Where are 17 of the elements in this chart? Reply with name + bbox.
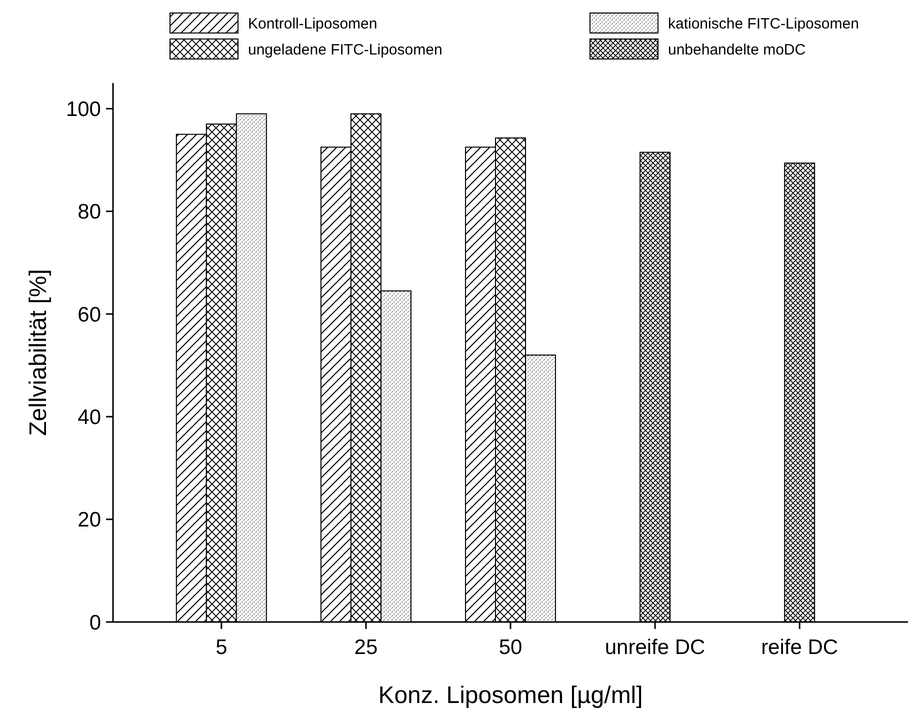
legend-label: Kontroll-Liposomen	[248, 15, 378, 32]
y-tick-label: 0	[89, 611, 101, 634]
x-tick-label: 5	[216, 636, 228, 659]
y-tick-label: 80	[78, 200, 101, 224]
legend-label: kationische FITC-Liposomen	[668, 15, 859, 32]
legend-label: unbehandelte moDC	[668, 41, 806, 58]
legend-label: ungeladene FITC-Liposomen	[248, 41, 442, 58]
x-tick-label: 25	[354, 636, 378, 659]
x-tick-label: 50	[498, 636, 522, 659]
y-axis-title: Zellviabilität [%]	[25, 269, 52, 436]
y-tick-label: 20	[78, 508, 101, 532]
y-tick-label: 40	[78, 406, 101, 430]
x-tick-label: unreife DC	[604, 636, 706, 659]
y-tick-label: 60	[78, 303, 101, 326]
x-tick-label: reife DC	[761, 636, 838, 659]
x-axis-title: Konz. Liposomen [µg/ml]	[378, 682, 643, 709]
y-tick-label: 100	[66, 98, 101, 122]
